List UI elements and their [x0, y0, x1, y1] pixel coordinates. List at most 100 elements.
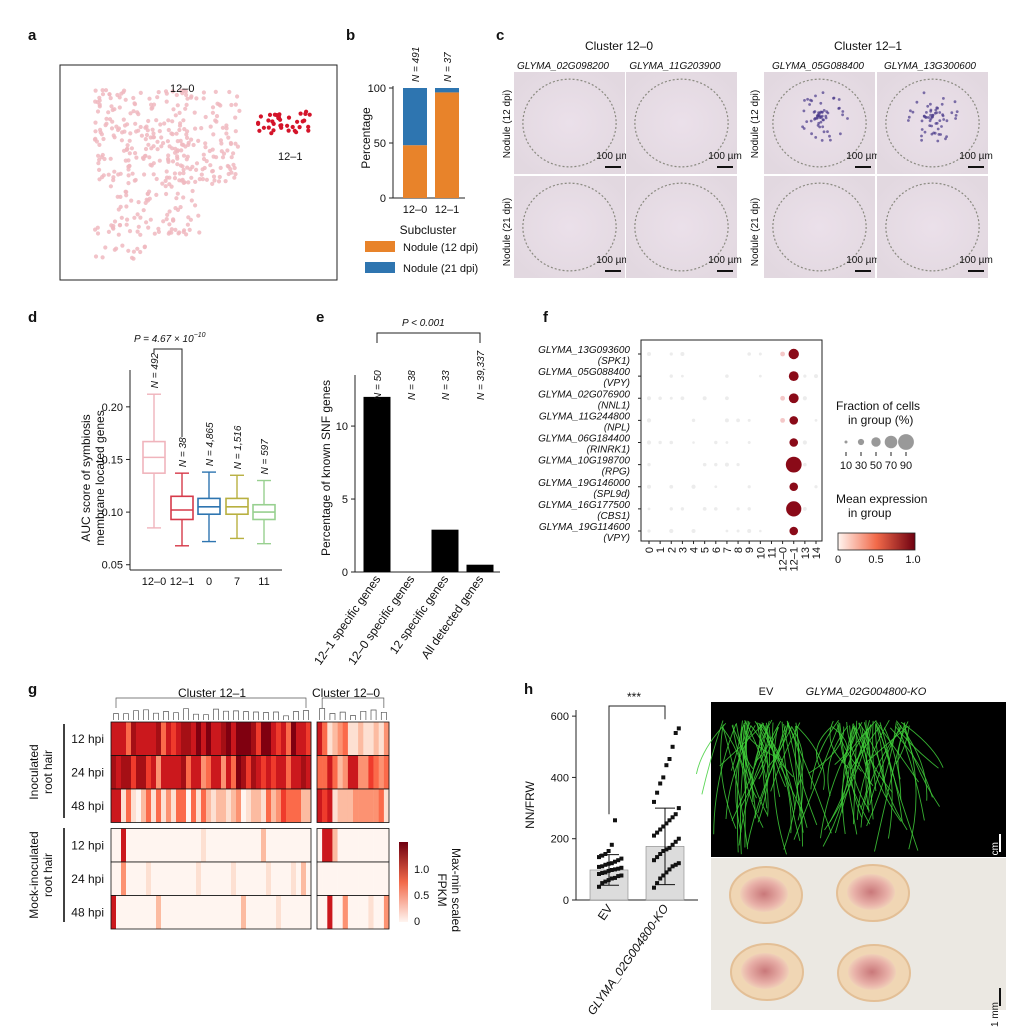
g-heatmap-cell	[226, 722, 232, 756]
c-stain-dot	[846, 117, 849, 120]
h-x-tick-label: EV	[595, 902, 616, 923]
g-heatmap-cell	[317, 828, 323, 862]
g-heatmap-cell	[251, 722, 257, 756]
h-point-ev	[600, 853, 605, 858]
umap-point-12-0	[122, 129, 127, 134]
umap-point-12-0	[101, 136, 106, 142]
g-heatmap-cell	[141, 895, 147, 929]
umap-point-12-0	[151, 144, 156, 149]
f-gene-id: GLYMA_16G177500	[538, 500, 630, 511]
h-root-strand	[860, 727, 902, 828]
g-heatmap-cell	[216, 828, 222, 862]
f-dot	[725, 396, 729, 401]
h-point-ev	[606, 849, 611, 853]
g-heatmap-cell	[276, 828, 282, 862]
g-heatmap-cell	[281, 722, 287, 756]
umap-point-12-0	[184, 102, 189, 107]
umap-point-12-0	[100, 92, 106, 97]
umap-point-12-0	[151, 131, 156, 136]
h-point-ev	[597, 872, 601, 876]
umap-point-12-0	[211, 174, 217, 179]
h-root-strand	[834, 724, 872, 834]
umap-point-12-0	[235, 144, 240, 149]
umap-point-12-0	[185, 165, 190, 170]
umap-point-12-0	[147, 96, 152, 101]
h-root-strand	[861, 727, 893, 793]
h-point-ko	[664, 847, 669, 852]
c-stain-dot	[819, 101, 823, 105]
h-root-strand	[815, 727, 831, 769]
umap-point-12-0	[151, 172, 156, 177]
g-heatmap-cell	[126, 828, 132, 862]
umap-point-12-0	[106, 110, 111, 115]
g-heatmap-cell	[161, 789, 167, 823]
umap-point-12-0	[217, 174, 222, 180]
umap-point-12-0	[181, 180, 186, 185]
umap-point-12-0	[212, 178, 217, 183]
umap-point-12-0	[189, 198, 194, 203]
g-cbar-tick-05: 0.5	[414, 890, 429, 902]
g-dendrogram-branch	[163, 711, 169, 720]
g-dendrogram-branch	[173, 712, 179, 720]
g-heatmap-cell	[306, 789, 312, 823]
g-heatmap-cell	[373, 755, 379, 789]
g-heatmap-cell	[261, 789, 267, 823]
c-stain-dot	[938, 111, 942, 114]
h-point-ko	[676, 836, 681, 841]
h-y-tick-label: 200	[551, 834, 569, 846]
f-x-tick-label: 6	[711, 547, 723, 553]
h-root-strand	[793, 725, 840, 840]
g-heatmap-cell	[156, 862, 162, 896]
umap-point-12-0	[203, 114, 208, 120]
g-heatmap-cell	[116, 722, 122, 756]
umap-point-12-0	[158, 122, 163, 127]
g-heatmap-cell	[171, 755, 177, 789]
c-stain-dot	[923, 114, 926, 118]
umap-point-12-0	[154, 176, 159, 182]
g-dendrogram-branch	[253, 711, 259, 720]
g-heatmap-cell	[322, 789, 328, 823]
umap-point-12-0	[229, 170, 234, 175]
umap-point-12-0	[233, 129, 238, 134]
g-heatmap-cell	[166, 895, 172, 929]
umap-point-12-0	[130, 171, 135, 176]
c-stain-dot	[818, 112, 821, 115]
c-stain-dot	[802, 109, 806, 113]
g-heatmap-cell	[211, 895, 217, 929]
f-size-legend: 10 30 50 70 90	[840, 434, 914, 472]
umap-point-12-0	[208, 163, 213, 168]
f-x-tick-label: 3	[677, 547, 689, 553]
umap-point-12-0	[199, 126, 204, 131]
umap-point-12-0	[149, 102, 154, 107]
h-root-strand	[872, 720, 877, 792]
f-dot	[714, 485, 718, 489]
g-heatmap-cell	[281, 755, 287, 789]
umap-point-12-1	[306, 128, 311, 133]
umap-point-12-0	[203, 141, 208, 146]
g-heatmap-cell	[181, 722, 187, 756]
g-heatmap-cell	[111, 755, 117, 789]
c-stain-dot	[841, 110, 845, 113]
h-point-ev	[616, 874, 621, 879]
g-heatmap-cell	[266, 789, 272, 823]
c-stain-dot	[920, 134, 923, 138]
c-stain-dot	[930, 124, 933, 128]
f-dot-main	[789, 482, 799, 492]
f-x-tick-label: 5	[700, 547, 712, 553]
g-heatmap-cell	[206, 895, 212, 929]
umap-point-12-0	[148, 217, 153, 222]
h-root-strand	[736, 726, 743, 853]
g-dendrogram-branch	[329, 713, 336, 720]
c-scale-label: 100 µm	[959, 255, 993, 266]
b-n-label: N = 37	[443, 52, 454, 82]
g-heatmap-cell	[276, 755, 282, 789]
h-root-strand	[778, 725, 787, 762]
umap-point-12-0	[165, 212, 170, 217]
h-root-strand	[713, 723, 737, 835]
umap-point-12-1	[279, 123, 284, 128]
umap-point-12-0	[132, 102, 138, 107]
f-dot	[725, 441, 729, 444]
g-heatmap-cell	[201, 828, 207, 862]
g-heatmap-cell	[251, 828, 257, 862]
g-dendrogram-branch	[319, 708, 326, 720]
